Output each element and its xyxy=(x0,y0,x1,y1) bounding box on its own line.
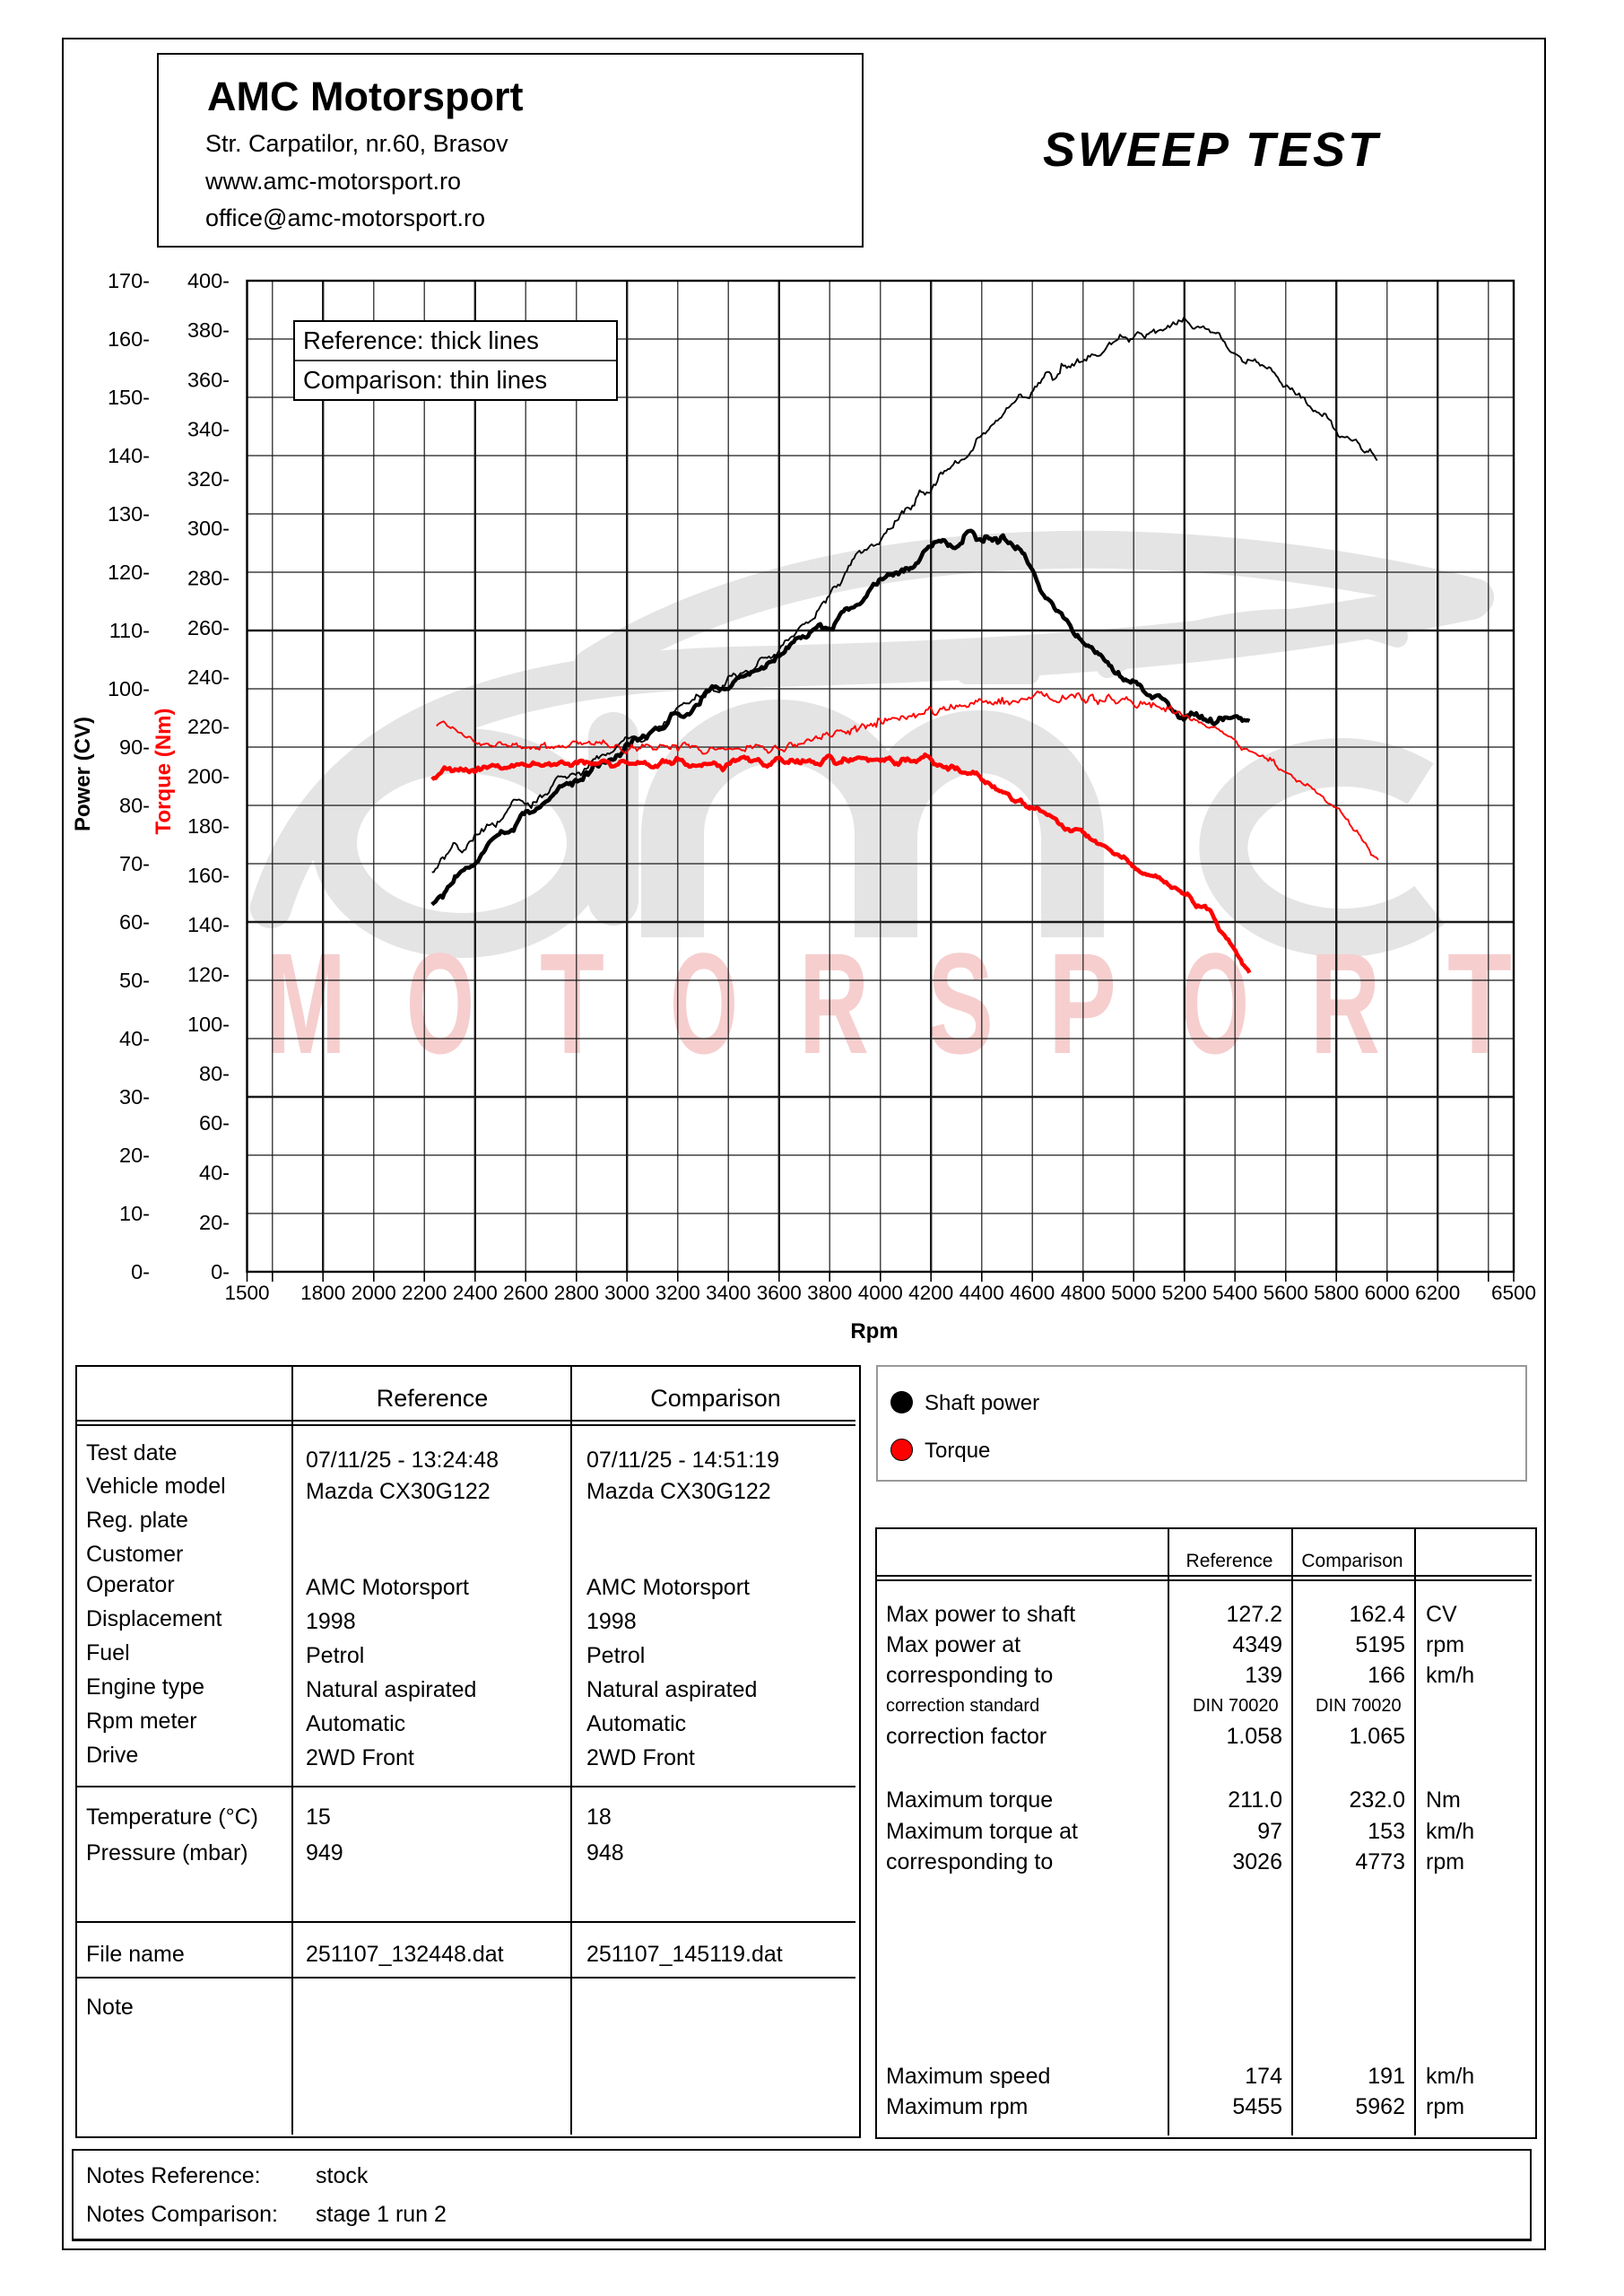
svg-text:120-: 120- xyxy=(108,561,150,584)
svg-text:2000: 2000 xyxy=(352,1282,396,1304)
svg-text:60-: 60- xyxy=(199,1111,230,1135)
svg-text:80-: 80- xyxy=(119,794,150,817)
svg-text:380-: 380- xyxy=(187,318,230,342)
svg-text:320-: 320- xyxy=(187,467,230,491)
svg-text:100-: 100- xyxy=(108,677,150,700)
svg-text:M: M xyxy=(265,923,346,1083)
svg-text:20-: 20- xyxy=(119,1144,150,1167)
svg-text:20-: 20- xyxy=(199,1211,230,1234)
svg-text:Torque (Nm): Torque (Nm) xyxy=(152,709,176,835)
svg-text:260-: 260- xyxy=(187,616,230,639)
svg-text:0-: 0- xyxy=(211,1260,230,1283)
svg-text:6000: 6000 xyxy=(1365,1282,1410,1304)
svg-text:Reference: thick lines: Reference: thick lines xyxy=(303,326,539,354)
svg-text:1800: 1800 xyxy=(300,1282,345,1304)
svg-text:1500: 1500 xyxy=(224,1282,269,1304)
svg-text:160-: 160- xyxy=(108,327,150,351)
svg-text:100-: 100- xyxy=(187,1013,230,1036)
svg-text:90-: 90- xyxy=(119,735,150,759)
svg-text:140-: 140- xyxy=(108,444,150,467)
svg-text:170-: 170- xyxy=(108,269,150,292)
svg-text:160-: 160- xyxy=(187,864,230,887)
svg-text:0-: 0- xyxy=(131,1260,150,1283)
svg-text:2600: 2600 xyxy=(503,1282,548,1304)
svg-text:400-: 400- xyxy=(187,269,230,292)
svg-text:4800: 4800 xyxy=(1061,1282,1106,1304)
svg-text:130-: 130- xyxy=(108,502,150,526)
svg-text:5800: 5800 xyxy=(1314,1282,1359,1304)
svg-text:T: T xyxy=(1447,923,1512,1083)
svg-text:O: O xyxy=(406,923,474,1083)
svg-text:3800: 3800 xyxy=(807,1282,852,1304)
svg-text:5400: 5400 xyxy=(1212,1282,1257,1304)
svg-text:220-: 220- xyxy=(187,715,230,738)
svg-text:340-: 340- xyxy=(187,418,230,441)
svg-text:6500: 6500 xyxy=(1491,1282,1536,1304)
svg-text:4400: 4400 xyxy=(960,1282,1004,1304)
svg-text:80-: 80- xyxy=(199,1062,230,1085)
svg-text:T: T xyxy=(540,923,604,1083)
svg-text:240-: 240- xyxy=(187,665,230,689)
svg-text:R: R xyxy=(1310,923,1380,1083)
svg-text:150-: 150- xyxy=(108,386,150,409)
svg-text:5600: 5600 xyxy=(1264,1282,1308,1304)
svg-text:Power (CV): Power (CV) xyxy=(71,717,95,831)
svg-text:2400: 2400 xyxy=(453,1282,498,1304)
svg-text:110-: 110- xyxy=(109,619,150,642)
svg-text:140-: 140- xyxy=(187,913,230,936)
svg-text:3000: 3000 xyxy=(604,1282,649,1304)
svg-text:180-: 180- xyxy=(187,814,230,838)
svg-text:30-: 30- xyxy=(119,1085,150,1109)
svg-text:3400: 3400 xyxy=(706,1282,751,1304)
svg-text:P: P xyxy=(1048,923,1116,1083)
svg-text:300-: 300- xyxy=(187,517,230,540)
svg-text:Rpm: Rpm xyxy=(850,1319,898,1344)
svg-text:Comparison: thin lines: Comparison: thin lines xyxy=(303,366,547,394)
svg-text:5200: 5200 xyxy=(1162,1282,1207,1304)
svg-text:200-: 200- xyxy=(187,765,230,788)
svg-text:120-: 120- xyxy=(187,963,230,987)
svg-text:4600: 4600 xyxy=(1010,1282,1055,1304)
svg-text:280-: 280- xyxy=(187,567,230,590)
svg-text:O: O xyxy=(1181,923,1249,1083)
svg-text:2200: 2200 xyxy=(402,1282,447,1304)
svg-text:40-: 40- xyxy=(199,1161,230,1185)
svg-text:70-: 70- xyxy=(119,852,150,875)
svg-text:3200: 3200 xyxy=(656,1282,700,1304)
svg-text:2800: 2800 xyxy=(554,1282,599,1304)
svg-text:4000: 4000 xyxy=(858,1282,903,1304)
svg-text:360-: 360- xyxy=(187,369,230,392)
svg-text:5000: 5000 xyxy=(1111,1282,1156,1304)
svg-text:40-: 40- xyxy=(119,1027,150,1050)
svg-text:R: R xyxy=(799,923,869,1083)
svg-text:6200: 6200 xyxy=(1415,1282,1460,1304)
svg-text:60-: 60- xyxy=(119,910,150,934)
svg-text:O: O xyxy=(670,923,738,1083)
svg-text:10-: 10- xyxy=(119,1202,150,1225)
svg-text:3600: 3600 xyxy=(757,1282,802,1304)
svg-text:4200: 4200 xyxy=(908,1282,953,1304)
svg-text:S: S xyxy=(927,923,994,1083)
svg-text:50-: 50- xyxy=(119,969,150,992)
